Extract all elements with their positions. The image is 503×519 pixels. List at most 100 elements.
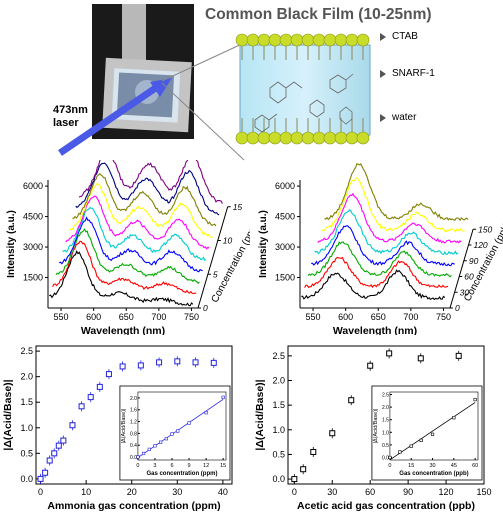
data-point [87, 394, 94, 401]
spectrum-line [75, 162, 220, 216]
z-tick-label: 0 [203, 303, 208, 313]
data-point [174, 358, 181, 365]
x-tick-label: 700 [151, 312, 166, 322]
z-tick-label: 15 [233, 202, 243, 212]
inset-y-tick-label: 1.5 [382, 418, 389, 424]
spectrum-line [311, 225, 455, 267]
ctab-bottom-row [235, 118, 370, 145]
data-point [60, 437, 67, 444]
inset-y-tick-label: 2.0 [130, 396, 137, 402]
ctab-head [290, 33, 304, 47]
z-tick-label: 0 [455, 303, 460, 313]
inset-fit-line [137, 398, 224, 458]
spectrum-line [78, 160, 223, 204]
layer-label-snarf: SNARF-1 [392, 68, 435, 79]
inset-data-point [136, 455, 140, 459]
spectrum-line [62, 206, 207, 262]
z-tick-label: 10 [223, 236, 233, 246]
inset-y-tick-label: 1.0 [382, 430, 389, 436]
inset-x-tick-label: 15 [408, 463, 414, 469]
x-tick-label: 650 [119, 312, 134, 322]
data-point [156, 359, 163, 366]
y-axis-title: Intensity (a.u.) [258, 210, 269, 278]
y-tick-label: 4500 [23, 212, 43, 222]
y-tick-label: 1500 [23, 273, 43, 283]
y-tick-label: 2.0 [272, 376, 285, 386]
x-tick-label: 40 [218, 487, 228, 497]
data-point [291, 476, 298, 483]
spectrum-line [317, 192, 462, 244]
x-tick-label: 700 [403, 312, 418, 322]
inset-x-tick-label: 6 [170, 463, 173, 469]
inset-data-point [452, 416, 456, 420]
ctab-head [323, 131, 337, 145]
inset-x-tick-label: 0 [136, 463, 139, 469]
data-point [51, 450, 58, 457]
inset-x-tick-label: 30 [429, 463, 435, 469]
x-tick-label: 30 [327, 487, 337, 497]
y-tick-label: 0.5 [20, 448, 33, 458]
data-point [78, 403, 85, 410]
ctab-head [279, 33, 293, 47]
inset-data-point [176, 429, 180, 433]
inset-y-tick-label: 0.5 [382, 443, 389, 449]
data-point [105, 371, 112, 378]
laser-label-text: laser [53, 117, 79, 129]
inset-x-tick-label: 9 [188, 463, 191, 469]
ctab-head [301, 131, 315, 145]
y-tick-label: 3000 [275, 242, 295, 252]
spectrum-line [307, 241, 452, 278]
figure-title: Common Black Film (10-25nm) [205, 6, 432, 23]
inset-y-tick-label: 2.5 [382, 393, 389, 399]
spectra-acetic-chart: 550 600 650 700 750 1500 3000 4500 6000 030 60 90 12… [258, 162, 503, 335]
inset-y-tick-label: 0.4 [130, 443, 137, 449]
ctab-head [235, 131, 249, 145]
ctab-head [301, 33, 315, 47]
ctab-head [257, 131, 271, 145]
ctab-head [268, 131, 282, 145]
y-tick-label: 2.0 [20, 372, 33, 382]
ctab-head [257, 33, 271, 47]
inset-x-tick-label: 12 [203, 463, 209, 469]
ctab-head [246, 131, 260, 145]
z-tick-label: 90 [469, 256, 479, 266]
laser-arrowhead [150, 78, 172, 97]
ctab-head [312, 131, 326, 145]
inset-data-point [398, 450, 402, 454]
x-tick-label: 600 [86, 312, 101, 322]
z-axis-line [197, 206, 229, 309]
inset-plot-frame [137, 391, 227, 461]
inset-x-tick-label: 60 [472, 463, 478, 469]
inset-data-point [159, 440, 163, 444]
y-tick-label: 6000 [275, 181, 295, 191]
y-axis-title: |Δ(Acid/Base)| [2, 379, 14, 450]
ctab-head [356, 131, 370, 145]
ctab-head [356, 33, 370, 47]
spectrum-line [65, 195, 210, 250]
spectrum-line [301, 269, 446, 301]
inset-x-tick-label: 15 [220, 463, 226, 469]
inset-data-point [170, 432, 174, 436]
data-point [348, 397, 355, 404]
x-axis-title: Acetic acid gas concentration (ppb) [297, 500, 475, 512]
spectrum-line [49, 249, 194, 307]
laser-beam [58, 82, 162, 156]
data-point [367, 362, 374, 369]
ctab-head [312, 33, 326, 47]
z-tick-label: 5 [213, 269, 218, 279]
x-tick-label: 550 [54, 312, 69, 322]
inset-y-axis-title: |Δ(Acid/Base)| [121, 409, 127, 444]
ctab-head [323, 33, 337, 47]
data-point [210, 359, 217, 366]
spectrum-line [52, 240, 197, 295]
laser-label-wavelength: 473nm [53, 104, 88, 116]
ctab-head [268, 33, 282, 47]
ctab-head [345, 131, 359, 145]
x-tick-label: 10 [81, 487, 91, 497]
z-tick-label: 30 [460, 287, 470, 297]
x-tick-label: 90 [403, 487, 413, 497]
z-tick-label: 120 [473, 240, 487, 250]
inset-y-tick-label: 0.0 [130, 455, 137, 461]
y-tick-label: 0.5 [272, 449, 285, 459]
x-tick-label: 20 [127, 487, 137, 497]
